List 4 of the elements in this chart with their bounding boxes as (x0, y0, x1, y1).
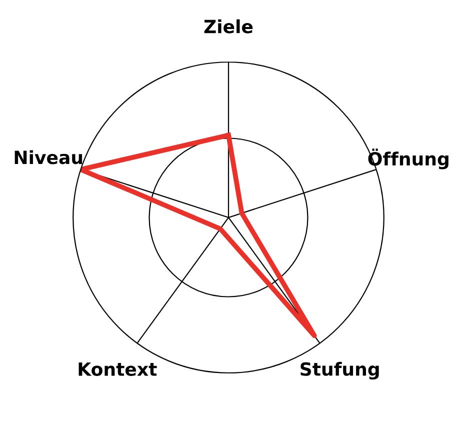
spoke-label: Stufung (300, 362, 379, 380)
spoke-label: Kontext (78, 362, 157, 376)
spoke-label: Ziele (204, 19, 253, 34)
spoke-label: Niveau (14, 150, 82, 164)
